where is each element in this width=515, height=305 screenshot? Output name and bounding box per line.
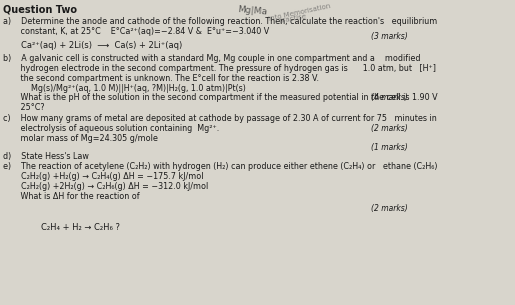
Text: (4 marks): (4 marks) bbox=[371, 93, 407, 102]
Text: Mg(s)/Mg²⁺(aq, 1.0 M)||H⁺(aq, ?M)|H₂(g, 1.0 atm)|Pt(s): Mg(s)/Mg²⁺(aq, 1.0 M)||H⁺(aq, ?M)|H₂(g, … bbox=[31, 84, 246, 93]
Text: (2 marks): (2 marks) bbox=[371, 124, 407, 133]
Text: C₂H₂(g) +2H₂(g) → C₂H₆(g) ΔH = −312.0 kJ/mol: C₂H₂(g) +2H₂(g) → C₂H₆(g) ΔH = −312.0 kJ… bbox=[21, 182, 208, 191]
Text: e)    The reaction of acetylene (C₂H₂) with hydrogen (H₂) can produce either eth: e) The reaction of acetylene (C₂H₂) with… bbox=[3, 162, 437, 171]
Text: Mg|Ma: Mg|Ma bbox=[237, 5, 267, 16]
Text: practise: practise bbox=[278, 13, 307, 23]
Text: (3 marks): (3 marks) bbox=[371, 32, 407, 41]
Text: Ca²⁺(aq) + 2Li(s)  ⟶  Ca(s) + 2Li⁺(aq): Ca²⁺(aq) + 2Li(s) ⟶ Ca(s) + 2Li⁺(aq) bbox=[21, 41, 182, 51]
Text: d)    State Hess's Law: d) State Hess's Law bbox=[3, 152, 89, 162]
Text: the second compartment is unknown. The E°cell for the reaction is 2.38 V.: the second compartment is unknown. The E… bbox=[3, 74, 319, 83]
Text: electrolysis of aqueous solution containing  Mg²⁺.: electrolysis of aqueous solution contain… bbox=[3, 124, 219, 133]
Text: hydrogen electrode in the second compartment. The pressure of hydrogen gas is   : hydrogen electrode in the second compart… bbox=[3, 64, 436, 73]
Text: c)    How many grams of metal are deposited at cathode by passage of 2.30 A of c: c) How many grams of metal are deposited… bbox=[3, 114, 436, 124]
Text: (1 marks): (1 marks) bbox=[371, 143, 407, 152]
Text: molar mass of Mg=24.305 g/mole: molar mass of Mg=24.305 g/mole bbox=[3, 134, 158, 143]
Text: b)    A galvanic cell is constructed with a standard Mg, Mg couple in one compar: b) A galvanic cell is constructed with a… bbox=[3, 54, 420, 63]
Text: constant, K, at 25°C    E°Ca²⁺(aq)=−2.84 V &  E°u⁺=−3.040 V: constant, K, at 25°C E°Ca²⁺(aq)=−2.84 V … bbox=[3, 27, 269, 36]
Text: 25°C?: 25°C? bbox=[3, 103, 44, 112]
Text: C₂H₄ + H₂ → C₂H₆ ?: C₂H₄ + H₂ → C₂H₆ ? bbox=[41, 223, 120, 232]
Text: What is ΔH for the reaction of: What is ΔH for the reaction of bbox=[3, 192, 139, 201]
Text: a)    Determine the anode and cathode of the following reaction. Then, calculate: a) Determine the anode and cathode of th… bbox=[3, 17, 437, 26]
Text: (2 marks): (2 marks) bbox=[371, 204, 407, 214]
Text: C₂H₂(g) +H₂(g) → C₂H₄(g) ΔH = −175.7 kJ/mol: C₂H₂(g) +H₂(g) → C₂H₄(g) ΔH = −175.7 kJ/… bbox=[21, 172, 203, 181]
Text: into Memorisation: into Memorisation bbox=[268, 3, 331, 22]
Text: Question Two: Question Two bbox=[3, 5, 77, 15]
Text: What is the pH of the solution in the second compartment if the measured potenti: What is the pH of the solution in the se… bbox=[3, 93, 437, 102]
